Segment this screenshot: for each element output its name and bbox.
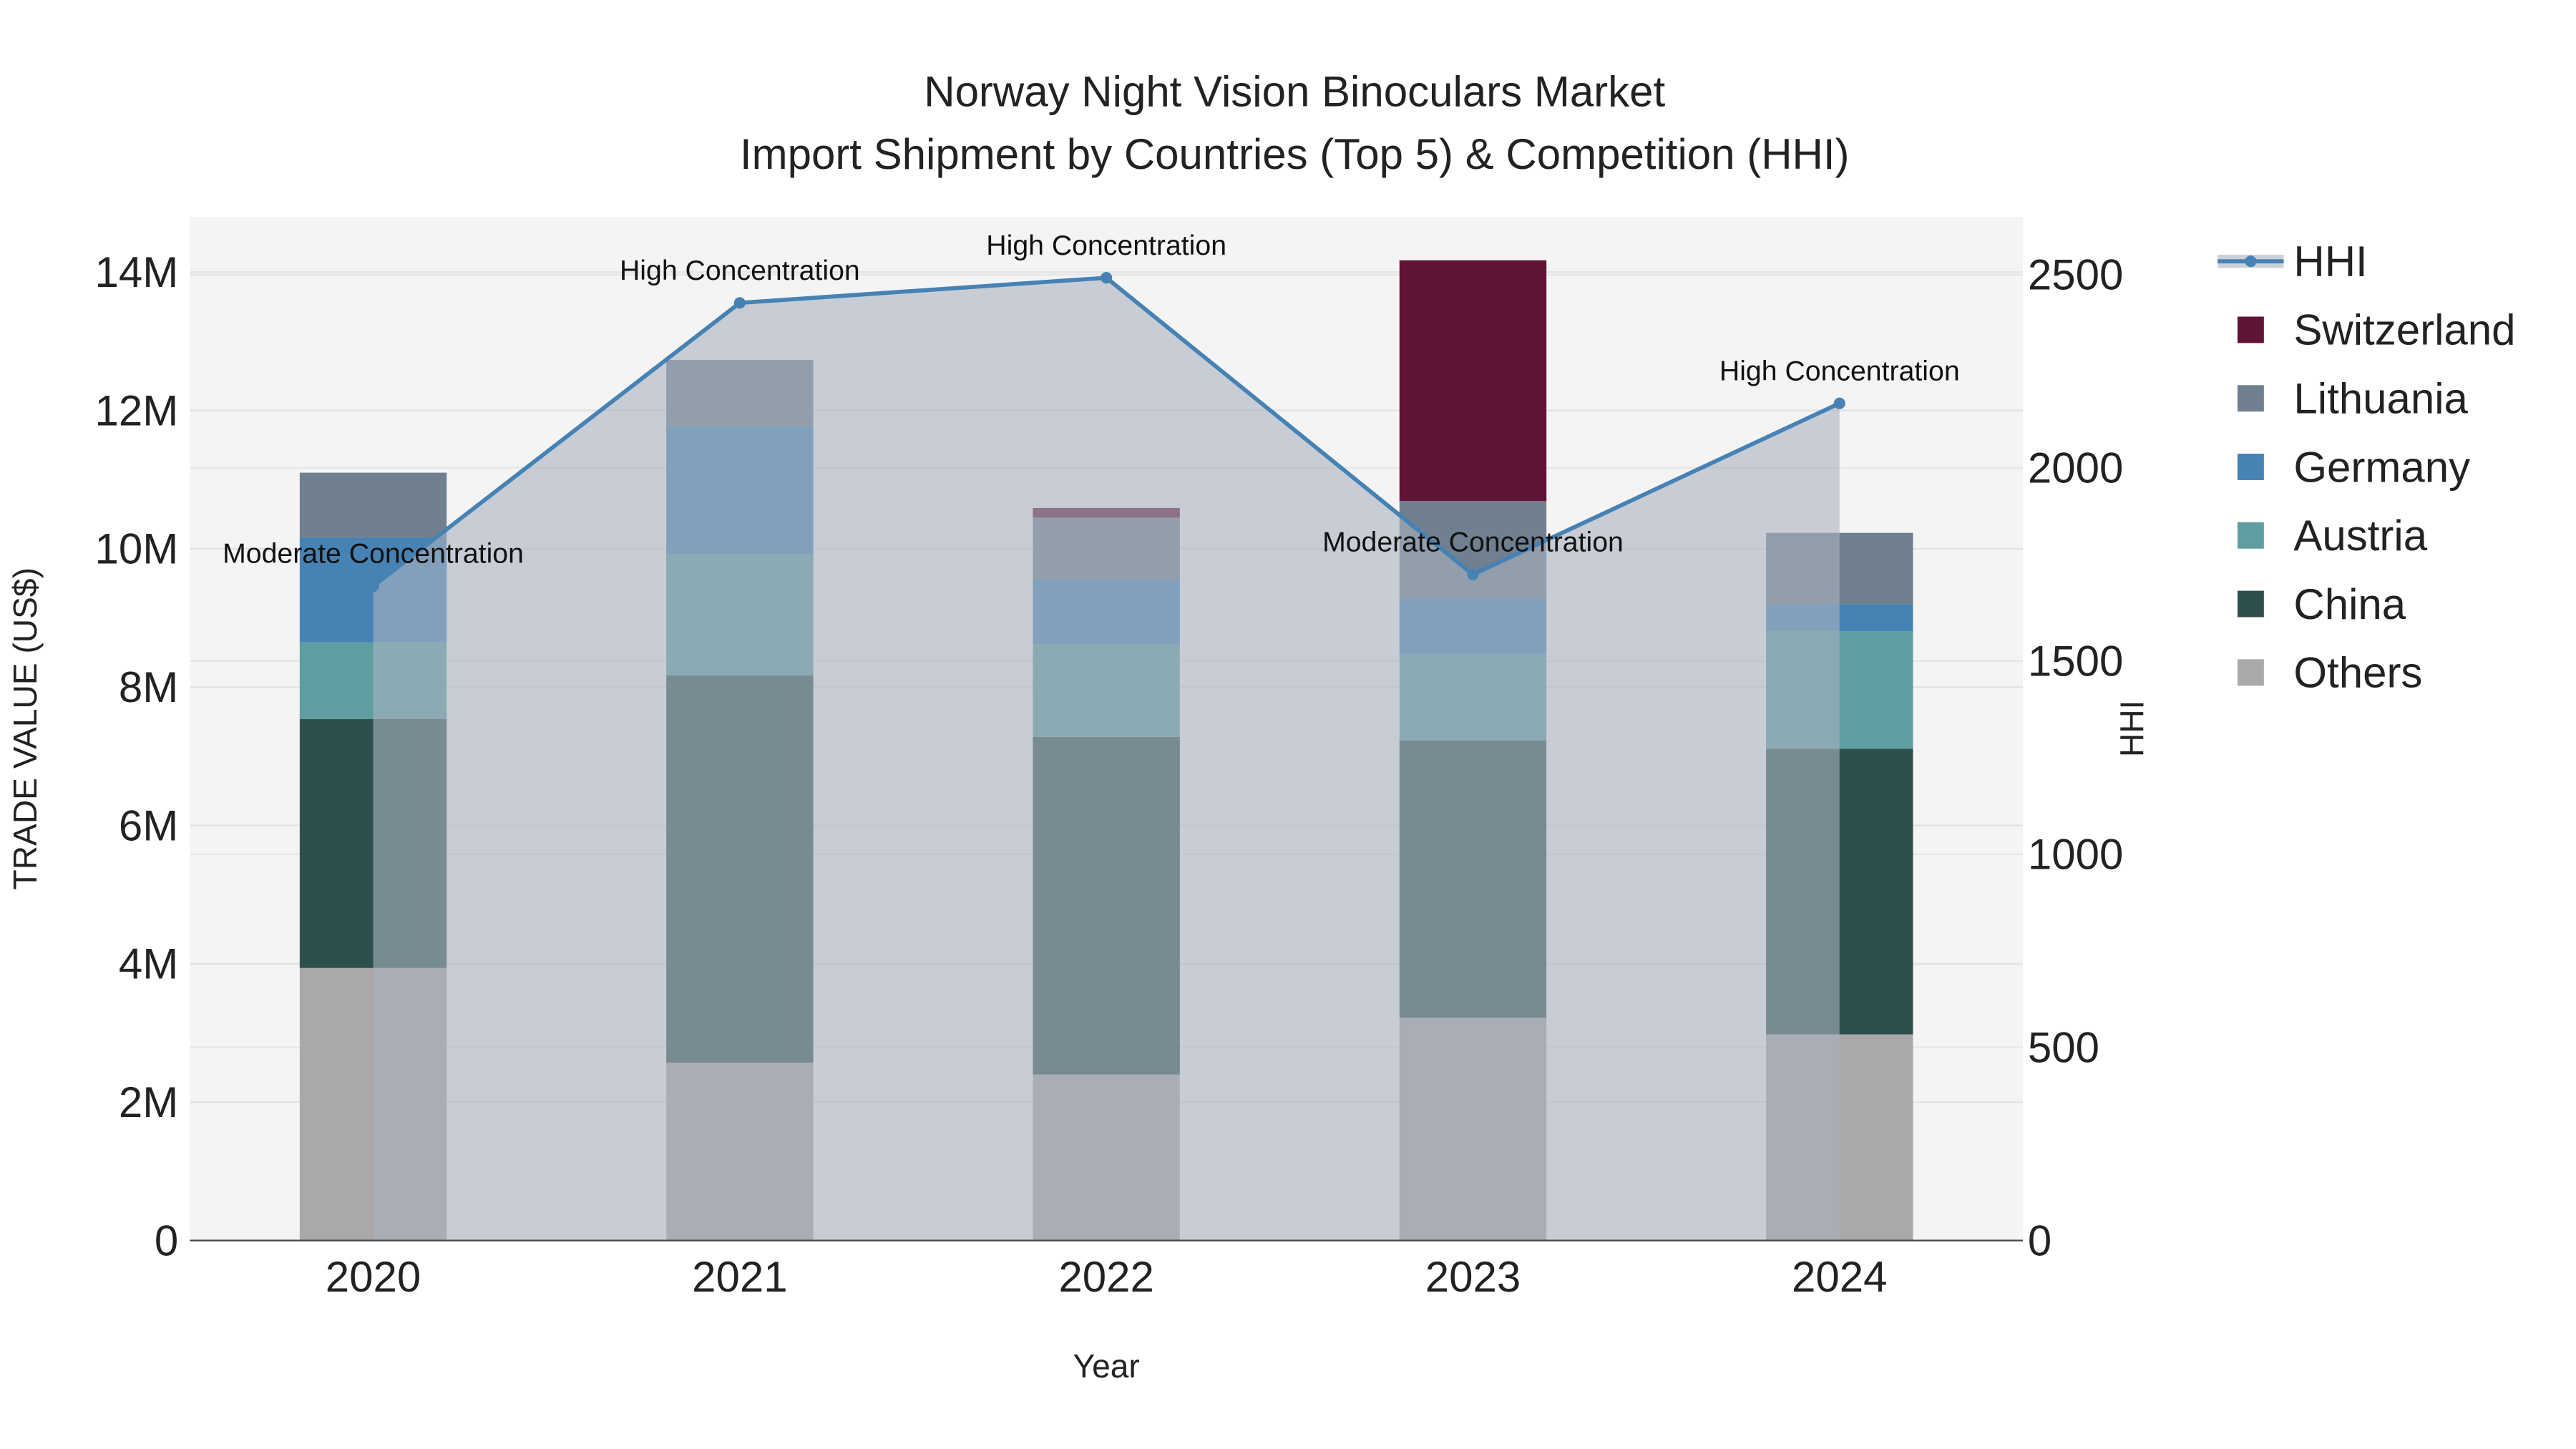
legend-label: Germany: [2293, 443, 2470, 491]
legend-item-china[interactable]: China: [2237, 580, 2406, 628]
legend-swatch: [2237, 659, 2264, 686]
y-tick-label: 2M: [119, 1078, 178, 1126]
legend-item-lithuania[interactable]: Lithuania: [2237, 375, 2469, 423]
legend-swatch: [2237, 590, 2264, 618]
x-tick-label: 2023: [1425, 1253, 1521, 1301]
hhi-point-2023: [1467, 568, 1479, 580]
y-axis-label: TRADE VALUE (US$): [6, 567, 44, 889]
chart-subtitle: Import Shipment by Countries (Top 5) & C…: [740, 130, 1850, 178]
y-tick-label: 8M: [119, 663, 178, 711]
y-tick-label: 6M: [119, 801, 178, 849]
legend-label: China: [2293, 580, 2406, 628]
hhi-area: [373, 278, 1840, 1241]
y-tick-label: 12M: [95, 386, 179, 434]
legend-swatch: [2237, 316, 2264, 343]
chart-title: Norway Night Vision Binoculars Market: [924, 67, 1665, 115]
bar-switzerland-2023: [1399, 260, 1547, 502]
y-tick-label: 14M: [95, 248, 179, 296]
y2-tick-label: 2500: [2028, 251, 2123, 299]
legend-swatch: [2237, 385, 2264, 412]
hhi-series: Moderate Concentration High Concentration…: [223, 230, 1960, 1241]
hhi-annotation: Moderate Concentration: [1322, 527, 1624, 558]
x-tick-label: 2024: [1792, 1253, 1887, 1301]
y-tick-label: 0: [155, 1216, 178, 1264]
y-tick-label: 4M: [119, 940, 178, 988]
x-axis-label: Year: [1073, 1347, 1140, 1385]
y2-tick-label: 500: [2028, 1023, 2099, 1071]
legend-item-hhi[interactable]: HHI: [2218, 238, 2368, 286]
y-axis-ticks: 0 2M 4M 6M 8M 10M 12M 14M: [95, 248, 179, 1264]
legend-swatch: [2237, 454, 2264, 480]
hhi-point-2020: [367, 580, 379, 592]
legend-marker: [2245, 255, 2257, 268]
legend-item-switzerland[interactable]: Switzerland: [2237, 306, 2516, 354]
hhi-point-2021: [733, 297, 746, 309]
hhi-annotation: High Concentration: [1719, 355, 1960, 386]
x-tick-label: 2021: [692, 1253, 787, 1301]
hhi-point-2024: [1833, 397, 1845, 409]
x-tick-label: 2022: [1058, 1253, 1153, 1301]
y2-tick-label: 0: [2028, 1216, 2051, 1264]
legend-item-germany[interactable]: Germany: [2237, 443, 2470, 491]
y2-axis-ticks: 0 500 1000 1500 2000 2500: [2028, 251, 2123, 1265]
legend-label: Others: [2293, 649, 2422, 697]
legend-label: HHI: [2293, 238, 2367, 286]
x-axis-ticks: 2020 2021 2022 2023 2024: [326, 1253, 1888, 1301]
hhi-annotation: Moderate Concentration: [223, 538, 524, 570]
legend-label: Austria: [2293, 512, 2427, 560]
hhi-annotation: High Concentration: [986, 230, 1226, 261]
y2-tick-label: 1500: [2028, 638, 2123, 686]
legend-label: Lithuania: [2293, 375, 2468, 423]
y2-axis-label: HHI: [2113, 701, 2150, 757]
y2-tick-label: 1000: [2028, 831, 2123, 879]
y-tick-label: 10M: [95, 525, 179, 573]
legend-label: Switzerland: [2293, 306, 2515, 354]
legend-item-austria[interactable]: Austria: [2237, 512, 2428, 560]
hhi-annotation: High Concentration: [620, 255, 860, 286]
legend-swatch: [2237, 522, 2264, 549]
legend: HHI Switzerland Lithuania Germany Austria Chi…: [2218, 238, 2516, 697]
bar-lithuania-2020: [299, 472, 447, 538]
legend-item-others[interactable]: Others: [2237, 649, 2423, 697]
y2-tick-label: 2000: [2028, 444, 2123, 492]
hhi-point-2022: [1101, 272, 1113, 284]
x-tick-label: 2020: [326, 1253, 421, 1301]
